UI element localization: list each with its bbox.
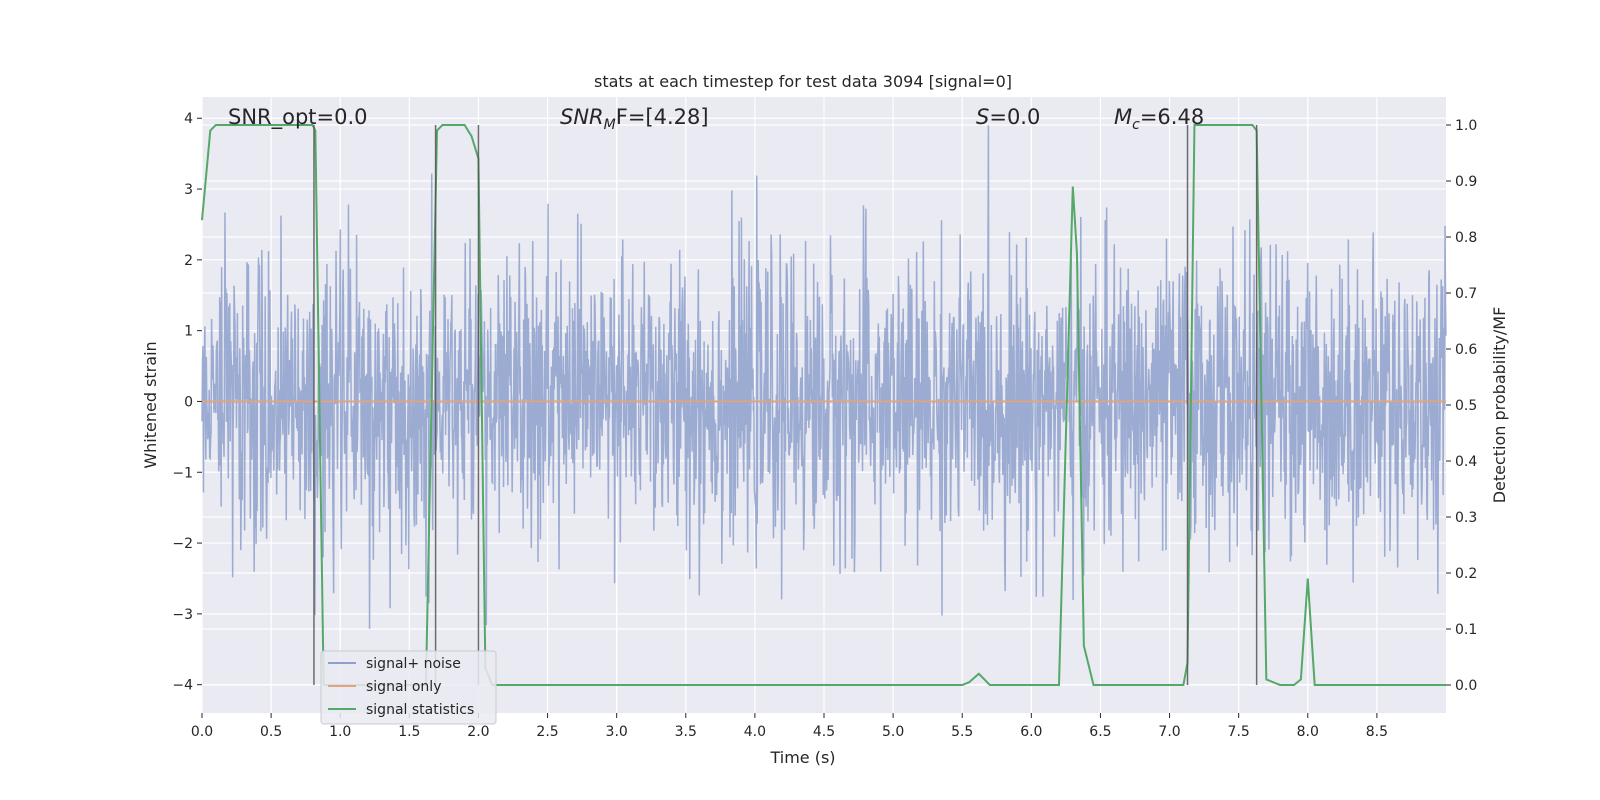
yr-tick-label-0: 1.0 [1455,118,1477,134]
yl-tick-label-7: −3 [172,607,193,623]
noise-line [201,125,1447,629]
yr-tick-label-2: 0.8 [1455,230,1477,246]
signal-statistics-line [201,124,1446,686]
legend: signal+ noise signal only signal statist… [320,650,497,725]
yl-tick-label-5: −1 [172,465,193,481]
mc-subscript: c [1132,117,1140,133]
y-axis-left-label: Whitened strain [141,341,160,468]
x-tick-label-17: 8.5 [1366,724,1388,740]
yr-tick-label-10: 0.0 [1455,678,1477,694]
x-tick-label-8: 4.0 [744,724,766,740]
x-tick-label-14: 7.0 [1158,724,1180,740]
x-tick-label-5: 2.5 [536,724,558,740]
chart-title: stats at each timestep for test data 309… [594,72,1012,91]
yl-tick-label-6: −2 [172,536,193,552]
vertical-markers [313,125,1258,685]
x-tick-label-12: 6.0 [1020,724,1042,740]
snr-mf-main: SNR [560,105,604,129]
x-tick-label-6: 3.0 [606,724,628,740]
x-tick-label-10: 5.0 [882,724,904,740]
x-tick-label-4: 2.0 [467,724,489,740]
x-tick-label-0: 0.0 [191,724,213,740]
yr-tick-label-5: 0.5 [1455,398,1477,414]
snr-mf-annotation: SNRMF=[4.28] [560,105,709,133]
x-tick-label-3: 1.5 [398,724,420,740]
x-tick-label-15: 7.5 [1228,724,1250,740]
x-axis: 0.0 0.5 1.0 1.5 2.0 2.5 3.0 3.5 4.0 4.5 5.0 5.5 6.0 6… [191,713,1388,740]
y-axis-left: 4 3 2 1 0 −1 −2 −3 −4 [172,111,202,694]
mc-main: M [1114,105,1132,129]
s-rest: =0.0 [989,105,1040,129]
yl-tick-label-2: 2 [184,253,193,269]
yr-tick-label-4: 0.6 [1455,342,1477,358]
legend-label-noise: signal+ noise [366,656,461,672]
yr-tick-label-8: 0.2 [1455,566,1477,582]
legend-box [320,650,497,725]
yr-tick-label-3: 0.7 [1455,286,1477,302]
y-axis-right-label: Detection probability/MF [1490,307,1509,504]
x-tick-label-1: 0.5 [260,724,282,740]
yl-tick-label-0: 4 [184,111,193,127]
yr-tick-label-9: 0.1 [1455,622,1477,638]
signal-statistics-series [201,124,1446,686]
snr-mf-rest: F=[4.28] [616,105,709,129]
x-tick-label-16: 8.0 [1297,724,1319,740]
s-main: S [976,105,989,129]
x-tick-label-7: 3.5 [675,724,697,740]
x-tick-label-13: 6.5 [1089,724,1111,740]
snr-opt-annotation: SNR_opt=0.0 [228,105,368,130]
yl-tick-label-4: 0 [184,394,193,410]
legend-label-signal: signal only [366,679,441,695]
x-tick-label-9: 4.5 [813,724,835,740]
y-axis-right: 1.0 0.9 0.8 0.7 0.6 0.5 0.4 0.3 0.2 0.1 0.0 [1446,118,1477,694]
legend-label-stats: signal statistics [366,702,474,718]
snr-mf-subscript: M [604,117,616,133]
yr-tick-label-1: 0.9 [1455,174,1477,190]
x-axis-label: Time (s) [769,748,835,767]
s-annotation: S=0.0 [976,105,1040,129]
yr-tick-label-7: 0.3 [1455,510,1477,526]
mc-rest: =6.48 [1140,105,1204,129]
yl-tick-label-1: 3 [184,182,193,198]
yl-tick-label-3: 1 [184,324,193,340]
yr-tick-label-6: 0.4 [1455,454,1477,470]
x-tick-label-11: 5.5 [951,724,973,740]
mc-annotation: Mc=6.48 [1114,105,1204,133]
noise-series [201,125,1447,629]
yl-tick-label-8: −4 [172,678,193,694]
x-tick-label-2: 1.0 [329,724,351,740]
